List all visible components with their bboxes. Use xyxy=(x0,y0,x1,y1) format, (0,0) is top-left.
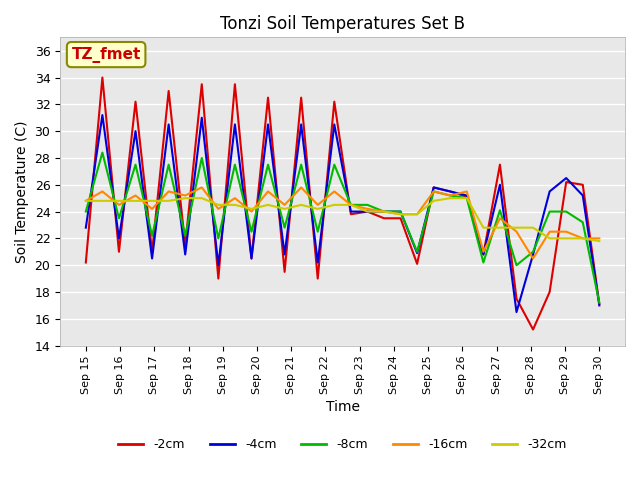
Y-axis label: Soil Temperature (C): Soil Temperature (C) xyxy=(15,120,29,263)
Text: TZ_fmet: TZ_fmet xyxy=(72,47,141,62)
X-axis label: Time: Time xyxy=(326,400,360,414)
Title: Tonzi Soil Temperatures Set B: Tonzi Soil Temperatures Set B xyxy=(220,15,465,33)
Legend: -2cm, -4cm, -8cm, -16cm, -32cm: -2cm, -4cm, -8cm, -16cm, -32cm xyxy=(113,433,572,456)
